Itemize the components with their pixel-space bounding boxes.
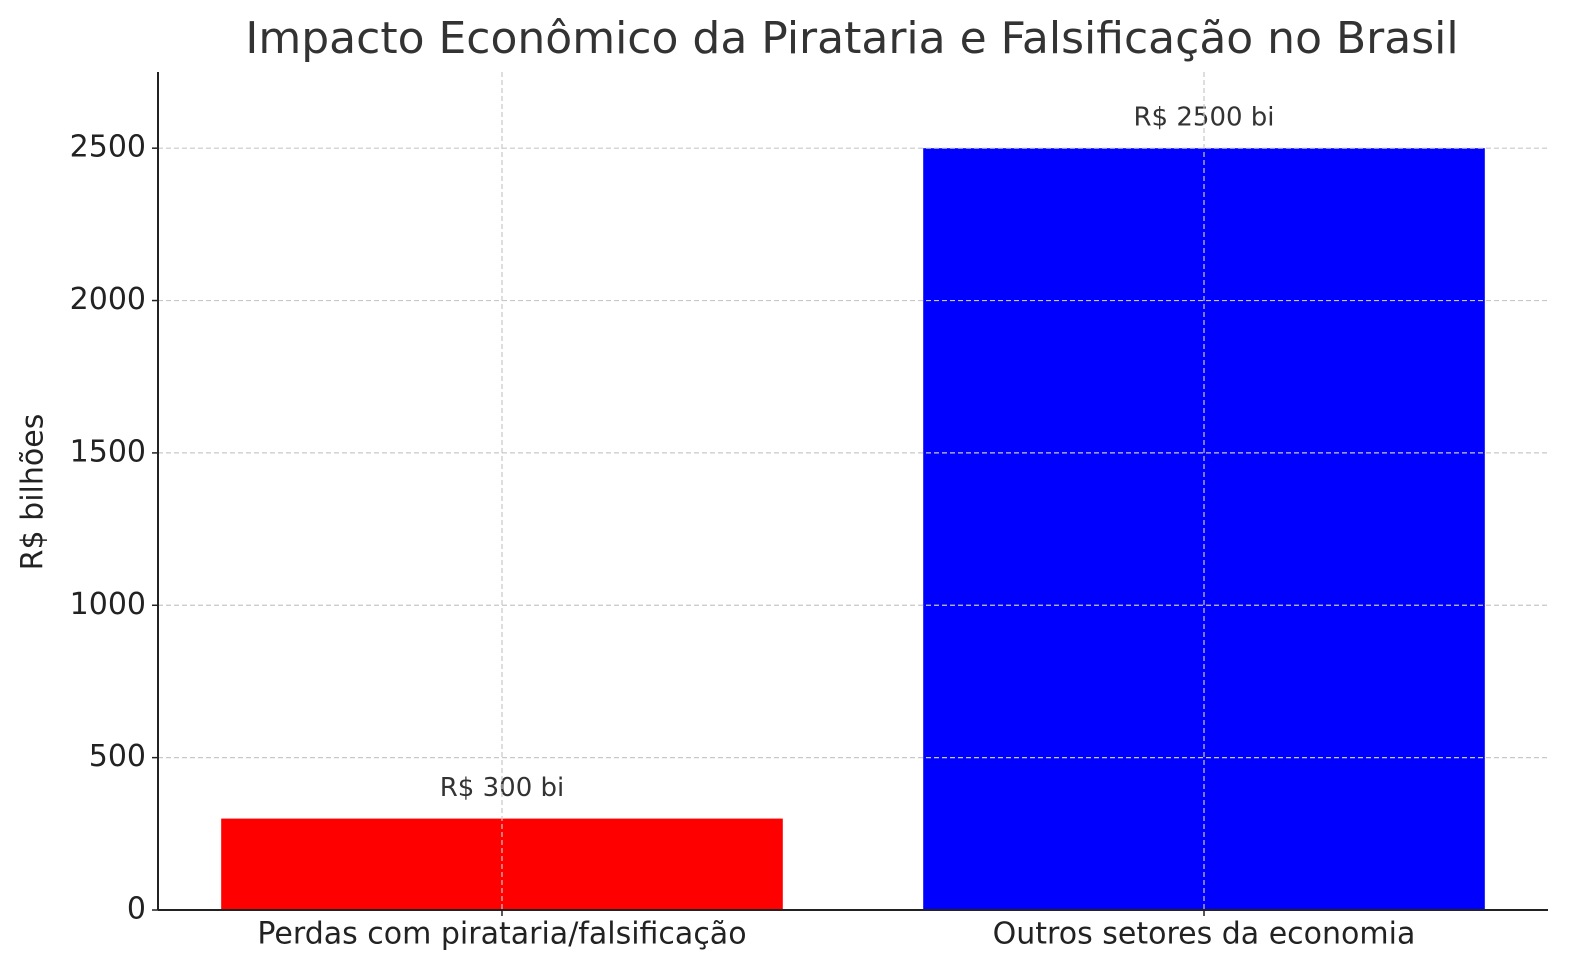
y-tick-label: 500 <box>89 739 146 774</box>
y-tick-label: 0 <box>127 892 146 927</box>
y-tick-label: 1500 <box>70 434 146 469</box>
x-tick-label: Perdas com pirataria/falsificação <box>257 917 746 952</box>
y-tick-label: 2000 <box>70 282 146 317</box>
y-tick-label: 1000 <box>70 587 146 622</box>
y-axis-label: R$ bilhões <box>16 414 51 571</box>
y-tick-label: 2500 <box>70 130 146 165</box>
chart-title: Impacto Econômico da Pirataria e Falsifi… <box>245 13 1458 64</box>
x-tick-label: Outros setores da economia <box>993 917 1416 952</box>
